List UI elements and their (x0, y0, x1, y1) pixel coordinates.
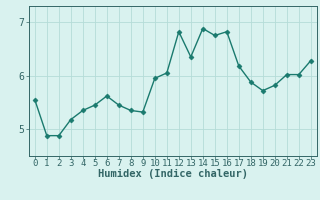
X-axis label: Humidex (Indice chaleur): Humidex (Indice chaleur) (98, 169, 248, 179)
